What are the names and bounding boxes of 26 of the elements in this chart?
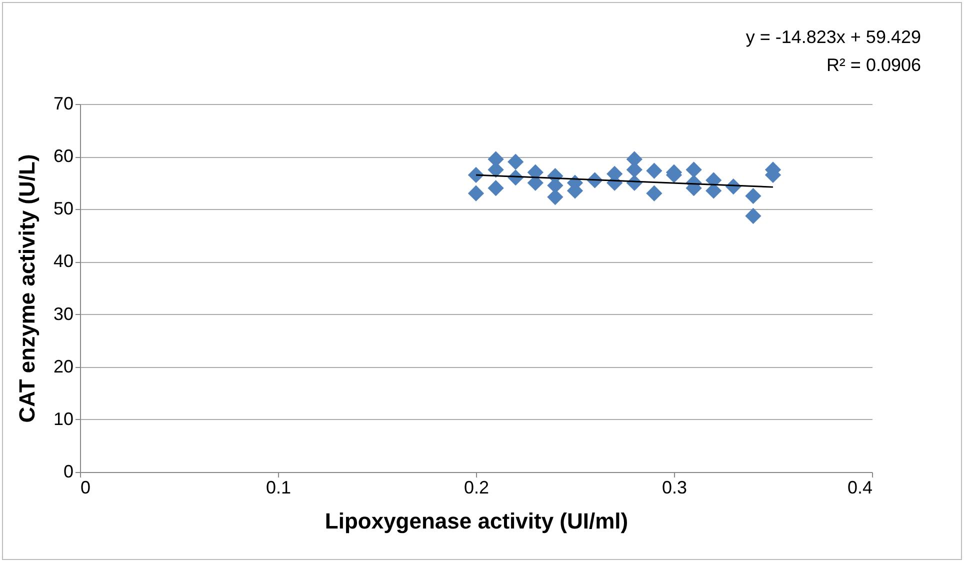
point [646, 162, 662, 179]
x-tick-label: 0.4 [847, 478, 872, 498]
x-tick-label: 0.3 [662, 478, 688, 498]
y-tick-label: 60 [53, 146, 74, 166]
x-axis-title: Lipoxygenase activity (UI/ml) [324, 508, 628, 534]
point [488, 180, 504, 196]
x-tick-label: 0.2 [464, 478, 490, 498]
text: R² = 0.0906 [825, 54, 921, 77]
x-tick-label: 0 [80, 478, 91, 498]
point [646, 185, 662, 202]
y-tick-label: 10 [53, 408, 74, 429]
point [745, 188, 762, 204]
point [745, 208, 762, 224]
y-tick-label: 0 [63, 462, 74, 482]
point [468, 166, 484, 184]
text: y = -14.823x + 59.429 [746, 26, 921, 49]
y-tick-label: 20 [53, 356, 74, 376]
y-tick-label: 70 [53, 94, 74, 114]
x-tick-label: 0.1 [266, 478, 292, 498]
y-tick-label: 50 [53, 198, 74, 219]
y-axis-title: CAT enzyme activity (U/L) [14, 154, 40, 423]
point [468, 185, 484, 202]
point [508, 154, 524, 170]
y-tick-label: 30 [53, 304, 74, 324]
y-tick-label: 40 [53, 251, 74, 272]
point [686, 162, 702, 178]
